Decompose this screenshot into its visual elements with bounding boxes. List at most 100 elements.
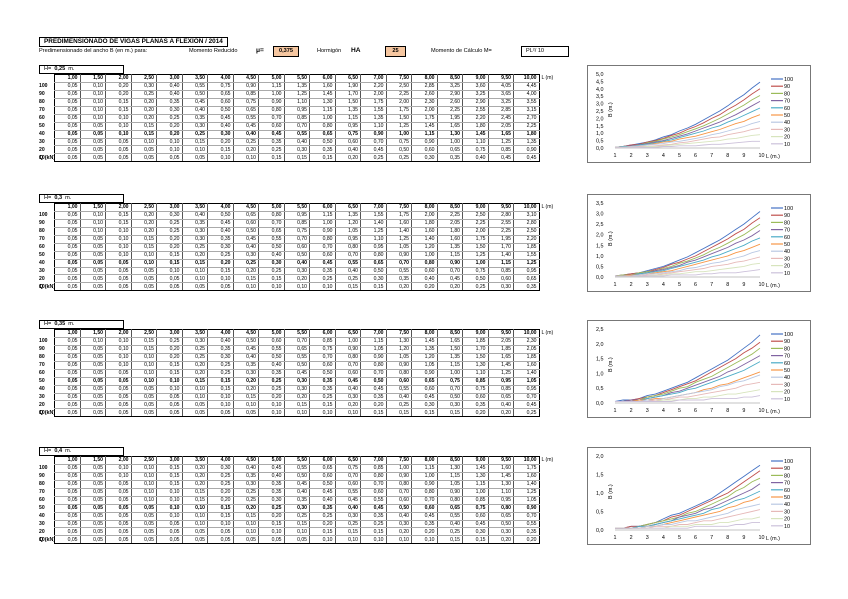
height-value[interactable]: 0,35	[54, 321, 66, 327]
table-cell: 0,25	[233, 488, 259, 497]
chart-svg: 0,00,5 1,01,5 2,02,53,0 3,54,0 4,55,0 1 2 3 4 5 6 7…	[596, 72, 793, 160]
load-label: 80	[39, 98, 45, 105]
table-cell: 0,10	[233, 153, 259, 163]
x-tick-label: 4	[662, 153, 665, 159]
table-cell: 1,45	[488, 472, 514, 481]
table-cell: 0,50	[258, 243, 285, 252]
table-cell: 0,05	[80, 512, 106, 521]
table-cell: 1,80	[437, 227, 463, 236]
concrete-value[interactable]: 25	[385, 46, 406, 57]
legend-label: 100	[784, 77, 793, 83]
x-tick-label: 6	[694, 408, 697, 414]
table-header-row: 1,00 1,50 2,00 2,50 3,00 3,50 4,00 4,50 5,00 5,50…	[39, 74, 569, 83]
height-value[interactable]: 0,4	[54, 448, 63, 454]
column-header: 5,50	[284, 74, 310, 83]
column-header: 6,00	[309, 456, 336, 465]
load-label: 40	[39, 512, 45, 519]
column-header: 5,00	[258, 456, 285, 465]
table-cell: 0,05	[54, 282, 81, 292]
calc-formula[interactable]: PL²/ 10	[521, 46, 569, 57]
table-cell: 0,10	[80, 98, 106, 107]
table-cell: 0,05	[80, 353, 106, 362]
table-cell: 0,05	[80, 535, 106, 545]
table-cell: 1,85	[462, 337, 489, 346]
table-cell: 0,05	[80, 504, 106, 513]
table-cell: 0,05	[105, 496, 132, 505]
table-cell: 0,65	[437, 504, 463, 513]
y-tick-label: 0,0	[596, 528, 604, 534]
table-cell: 1,60	[437, 235, 463, 244]
table-cell: 2,60	[411, 90, 438, 99]
load-label: 40	[39, 130, 45, 137]
table-cell: 0,90	[411, 480, 438, 489]
legend-label: 40	[784, 249, 790, 255]
table-row: 20 0,05 0,05 0,05 0,05 0,05 0,10 0,10 0,15 0,15 0,…	[39, 274, 569, 284]
y-tick-label: 0,5	[596, 510, 604, 516]
table-cell: 0,10	[131, 369, 157, 378]
table-row: 10 0,05 0,05 0,05 0,05 0,05 0,05 0,05 0,10 0,10 0,…	[39, 282, 569, 292]
height-value[interactable]: 0,25	[54, 66, 66, 72]
table-cell: 0,05	[54, 496, 81, 505]
table-cell: 0,05	[156, 282, 183, 292]
table-cell: 1,35	[335, 211, 361, 220]
y-tick-label: 0,5	[596, 264, 604, 270]
section-height-label: H= 0,3 m.	[39, 194, 124, 203]
table-cell: 0,05	[156, 274, 183, 284]
height-value[interactable]: 0,3	[54, 195, 63, 201]
table-cell: 0,05	[131, 274, 157, 284]
table-cell: 1,50	[462, 243, 489, 252]
table-cell: 0,10	[131, 138, 157, 147]
table-cell: 0,25	[207, 251, 234, 260]
table-cell: 0,15	[258, 520, 285, 529]
table-cell: 0,35	[182, 114, 208, 123]
legend-label: 50	[784, 113, 790, 119]
table-cell: 1,00	[386, 464, 412, 473]
width-table: 1,00 1,50 2,00 2,50 3,00 3,50 4,00 4,50 5,00 5,50…	[39, 329, 569, 418]
load-label: 90	[39, 346, 45, 353]
column-header: 7,50	[386, 74, 412, 83]
table-cell: 0,05	[182, 535, 208, 545]
table-cell: 1,25	[360, 227, 387, 236]
table-row: 90 0,05 0,10 0,20 0,25 0,40 0,50 0,65 0,85 1,00 1,…	[39, 90, 569, 99]
x-tick-label: 5	[678, 282, 681, 288]
legend-label: 60	[784, 488, 790, 494]
table-cell: 1,50	[386, 114, 412, 123]
table-cell: 0,70	[258, 219, 285, 228]
table-cell: 0,20	[462, 408, 489, 418]
table-cell: 0,35	[309, 377, 336, 386]
table-cell: 0,10	[105, 361, 132, 370]
table-cell: 0,60	[335, 369, 361, 378]
table-cell: 0,60	[360, 488, 387, 497]
legend-label: 80	[784, 473, 790, 479]
table-cell: 0,05	[80, 496, 106, 505]
y-tick-label: 1,0	[596, 371, 604, 377]
table-cell: 0,05	[80, 345, 106, 354]
table-cell: 0,50	[437, 393, 463, 402]
table-cell: 0,95	[335, 122, 361, 131]
table-cell: 0,75	[335, 464, 361, 473]
table-cell: 0,20	[233, 145, 259, 155]
legend-label: 80	[784, 91, 790, 97]
legend-label: 50	[784, 242, 790, 248]
table-cell: 0,35	[207, 345, 234, 354]
load-label: 60	[39, 114, 45, 121]
column-header: 5,00	[258, 74, 285, 83]
table-row: 70 0,05 0,05 0,10 0,15 0,20 0,30 0,35 0,45 0,55 0,…	[39, 235, 569, 244]
table-cell: 0,25	[131, 90, 157, 99]
concrete-label: Hormigón	[317, 48, 342, 54]
column-header: 5,50	[284, 456, 310, 465]
table-cell: 0,10	[80, 337, 106, 346]
table-cell: 0,05	[105, 274, 132, 284]
column-header: 2,00	[105, 456, 132, 465]
y-tick-label: 2,0	[596, 116, 604, 122]
y-tick-label: 2,0	[596, 454, 604, 460]
table-row: 50 0,05 0,05 0,05 0,10 0,10 0,15 0,15 0,20 0,25 0,…	[39, 377, 569, 386]
mu-value[interactable]: 0,375	[273, 46, 299, 57]
table-cell: 0,45	[411, 512, 438, 521]
table-cell: 0,35	[182, 219, 208, 228]
table-cell: 0,80	[386, 480, 412, 489]
table-cell: 0,50	[284, 251, 310, 260]
legend-label: 70	[784, 99, 790, 105]
load-label: 20	[39, 146, 45, 153]
column-header: 10,00	[513, 456, 540, 465]
